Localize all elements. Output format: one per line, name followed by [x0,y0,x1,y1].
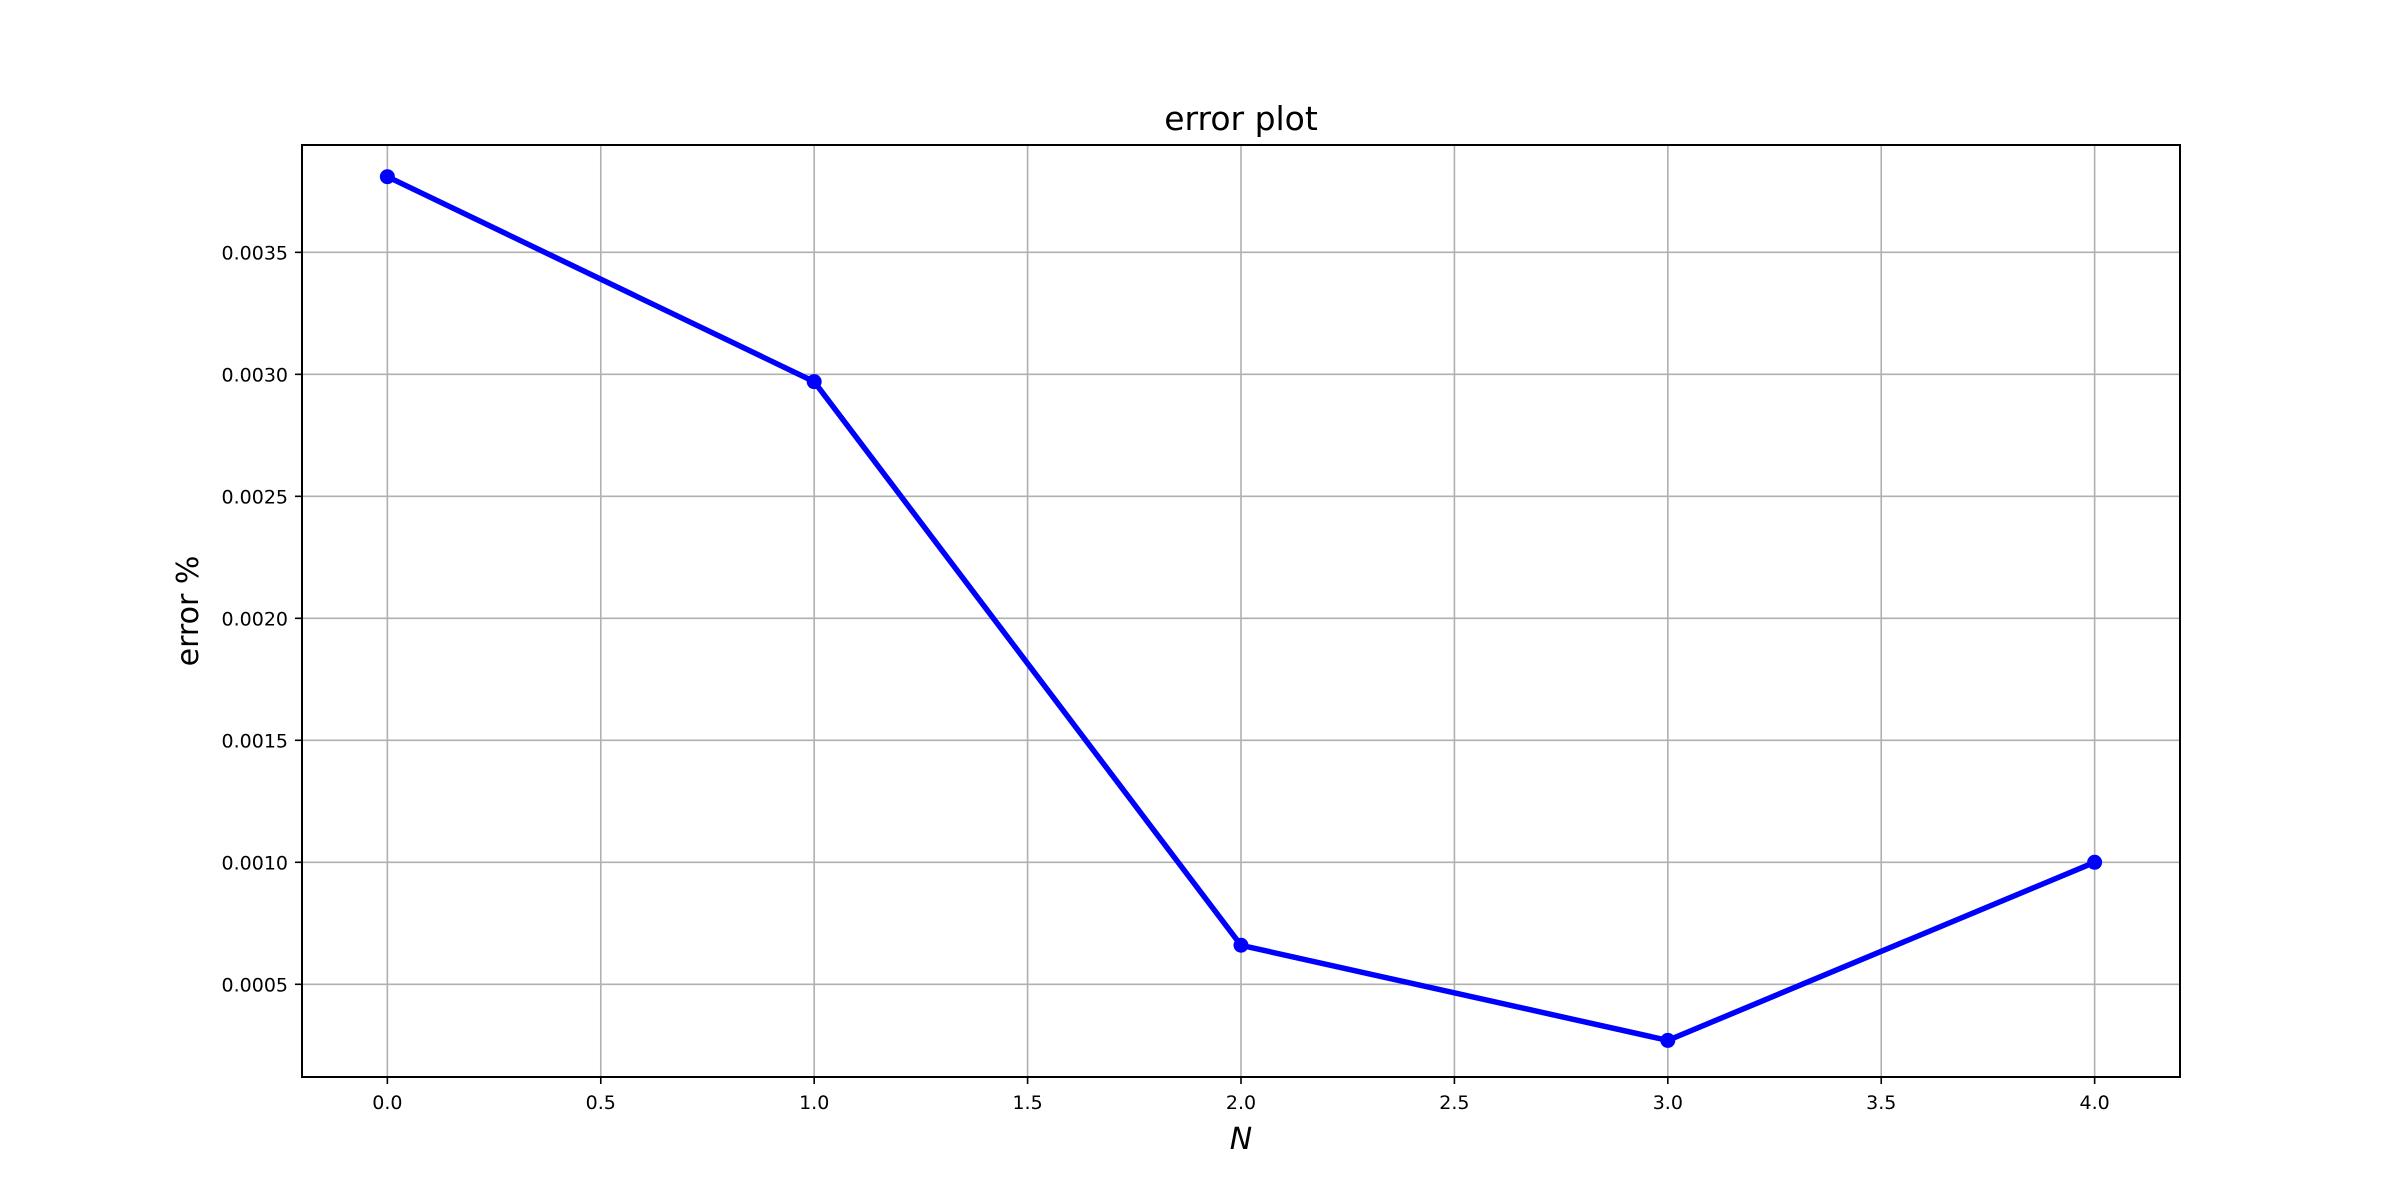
x-tick-label: 4.0 [2080,1092,2110,1114]
y-tick-label: 0.0030 [222,364,288,386]
data-point [1233,937,1249,953]
y-tick-label: 0.0035 [222,242,288,264]
y-tick-label: 0.0010 [222,852,288,874]
series-layer [379,169,2103,1048]
data-point [1660,1032,1676,1048]
data-point [2087,854,2103,870]
x-tick-label: 2.0 [1226,1092,1256,1114]
y-tick-label: 0.0015 [222,730,288,752]
x-tick-label: 0.5 [586,1092,616,1114]
x-tick-label: 0.0 [372,1092,402,1114]
data-point [806,374,822,390]
data-point [379,169,395,185]
y-tick-label: 0.0005 [222,974,288,996]
x-tick-label: 1.0 [799,1092,829,1114]
chart-title: error plot [1164,99,1318,138]
x-tick-label: 3.5 [1866,1092,1896,1114]
x-tick-label: 3.0 [1653,1092,1683,1114]
grid-lines [302,145,2180,1077]
y-axis-label: error % [171,556,206,667]
x-axis-label: N [1230,1122,1252,1157]
x-tick-label: 1.5 [1012,1092,1042,1114]
y-tick-label: 0.0020 [222,608,288,630]
x-tick-label: 2.5 [1439,1092,1469,1114]
y-tick-label: 0.0025 [222,486,288,508]
tick-layer: 0.0 0.5 1.0 1.5 2.0 2.5 3.0 3.5 4.0 0.0005 0.0010 0… [222,242,2110,1114]
